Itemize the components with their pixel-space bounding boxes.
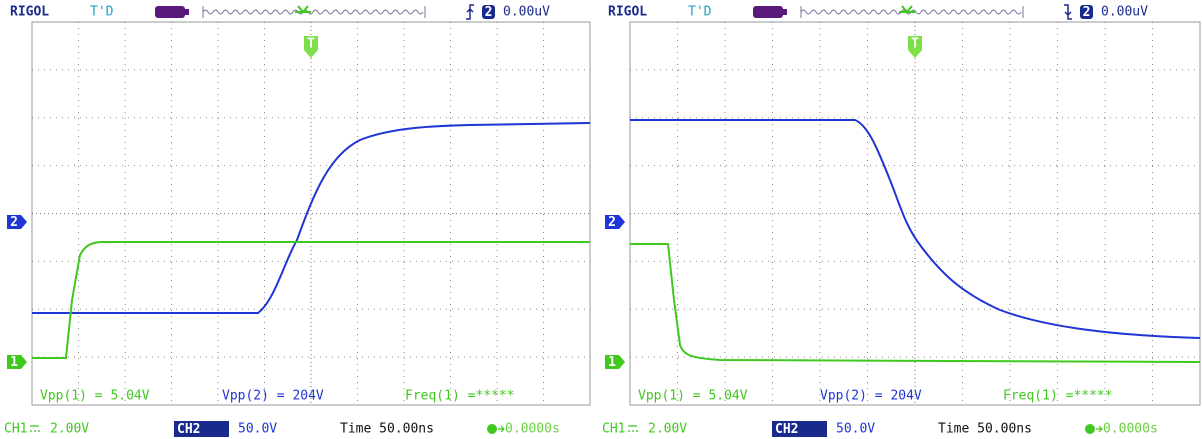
channel-marker: 1 <box>10 355 18 370</box>
ch2-label: CH2 <box>177 422 200 437</box>
brand: RIGOL <box>608 5 647 20</box>
graticule-frame <box>31 21 591 406</box>
channel-marker-shape <box>605 215 625 229</box>
trigger-offset-arrow <box>1096 425 1103 433</box>
dc-coupling-icon <box>628 425 638 432</box>
channel-marker: 1 <box>608 355 616 370</box>
ch2-label: CH2 <box>775 422 798 437</box>
channel-marker-shape <box>7 215 27 229</box>
battery-icon <box>753 6 783 18</box>
scope-panel: RIGOL T'D 2 0.00uV T 2 1 Vpp(1) = 5.04V Vpp(2) =… <box>4 4 591 437</box>
run-status: T'D <box>90 5 114 20</box>
memory-bar <box>202 6 426 18</box>
trigger-offset: 0.0000s <box>505 422 560 437</box>
trigger-level: 0.00uV <box>503 5 550 20</box>
battery-tip <box>783 9 787 15</box>
ch1-label: CH1 <box>602 422 625 437</box>
ch1-scale: 2.00V <box>648 422 687 437</box>
graticule <box>629 21 1201 406</box>
channel-marker-shape <box>605 355 625 369</box>
ch2-badge <box>772 421 827 437</box>
brand: RIGOL <box>10 5 49 20</box>
channel-marker: 2 <box>608 215 616 230</box>
trigger-marker-shape <box>304 36 318 58</box>
measurement: Freq(1) =***** <box>405 389 515 404</box>
trigger-offset-icon <box>1085 424 1095 434</box>
trigger-position <box>295 5 311 14</box>
trigger-marker-shape <box>908 36 922 58</box>
ch2-scale: 50.0V <box>836 422 875 437</box>
trigger-channel-badge <box>482 5 495 19</box>
measurement: Vpp(1) = 5.04V <box>40 389 150 404</box>
ch1-label: CH1 <box>4 422 27 437</box>
channel-marker: 2 <box>10 215 18 230</box>
ch1-trace <box>32 241 590 359</box>
trigger-level: 0.00uV <box>1101 5 1148 20</box>
scope-panel: RIGOL T'D 2 0.00uV T 2 1 Vpp(1) = 5.04V Vpp(2) =… <box>602 4 1201 437</box>
trigger-marker: T <box>307 37 315 52</box>
ch1-trace <box>630 243 1201 363</box>
measurement: Vpp(2) = 204V <box>222 389 324 404</box>
timebase: Time 50.00ns <box>340 422 434 437</box>
trigger-channel-badge <box>1080 5 1093 19</box>
run-status: T'D <box>688 5 712 20</box>
ch2-trace <box>32 122 591 314</box>
measurement: Vpp(2) = 204V <box>820 389 922 404</box>
trigger-edge-icon <box>466 4 474 20</box>
trigger-offset: 0.0000s <box>1103 422 1158 437</box>
trigger-channel: 2 <box>485 5 493 20</box>
measurement: Freq(1) =***** <box>1003 389 1113 404</box>
dc-coupling-icon <box>30 425 40 432</box>
trigger-position <box>899 5 915 14</box>
battery-icon <box>155 6 185 18</box>
ch2-scale: 50.0V <box>238 422 277 437</box>
timebase: Time 50.00ns <box>938 422 1032 437</box>
trigger-marker: T <box>911 37 919 52</box>
ch1-scale: 2.00V <box>50 422 89 437</box>
trigger-offset-arrow <box>498 425 505 433</box>
trigger-edge-icon <box>1064 4 1072 20</box>
measurement: Vpp(1) = 5.04V <box>638 389 748 404</box>
ch2-badge <box>174 421 229 437</box>
ch2-trace <box>630 119 1201 339</box>
trigger-offset-icon <box>487 424 497 434</box>
channel-marker-shape <box>7 355 27 369</box>
battery-tip <box>185 9 189 15</box>
trigger-channel: 2 <box>1083 5 1091 20</box>
graticule <box>31 21 591 406</box>
